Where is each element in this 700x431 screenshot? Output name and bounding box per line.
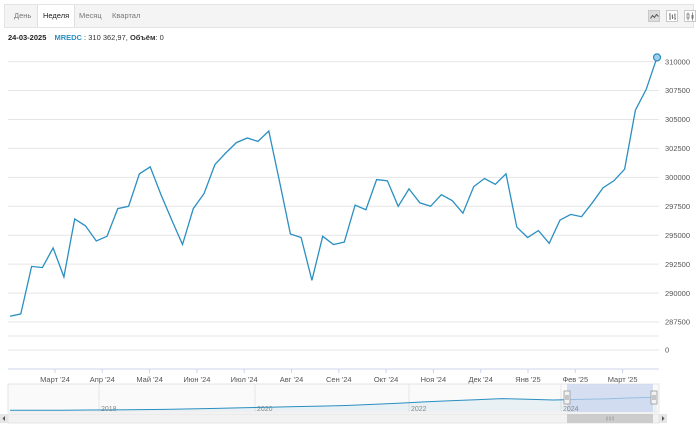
navigator-background	[7, 383, 660, 413]
x-tick-label: Июн '24	[183, 375, 210, 384]
navigator-series-line	[10, 396, 658, 411]
price-gridlines	[8, 61, 659, 323]
x-tick-label: Сен '24	[326, 375, 352, 384]
price-y-tick-label: 300000	[665, 173, 690, 182]
price-y-tick-label: 295000	[665, 231, 690, 240]
price-y-axis: 287500 290000 292500 295000 297500 300000 3025…	[665, 57, 690, 326]
x-axis-ticks: Март '24 Апр '24 Май '24 Июн '24 Июл '24 Авг …	[40, 369, 638, 384]
readout-date: 24-03-2025	[8, 33, 47, 42]
chart-toolbar: День Неделя Месяц Квартал	[4, 4, 696, 28]
price-y-tick-label: 302500	[665, 144, 690, 153]
tab-day[interactable]: День	[14, 11, 32, 20]
navigator-x-tick-label: 2020	[257, 406, 273, 413]
navigator-x-tick-label: 2022	[411, 406, 427, 413]
x-tick-label: Окт '24	[374, 375, 399, 384]
navigator-x-tick-label: 2018	[101, 406, 117, 413]
x-tick-label: Март '24	[40, 375, 70, 384]
navigator-right-handle[interactable]	[650, 390, 658, 405]
series-last-point-marker[interactable]	[652, 53, 662, 62]
price-y-tick-label: 305000	[665, 115, 690, 124]
scrollbar[interactable]	[0, 413, 667, 424]
x-tick-label: Ноя '24	[421, 375, 447, 384]
x-tick-label: Май '24	[136, 375, 163, 384]
scroll-left-arrow-icon	[2, 416, 5, 421]
price-y-tick-label: 287500	[665, 318, 690, 327]
price-y-tick-label: 290000	[665, 289, 690, 298]
navigator-x-tick-label: 2024	[563, 406, 579, 413]
readout-volume-label: Объём	[129, 33, 156, 42]
x-tick-label: Июл '24	[231, 375, 258, 384]
readout-series-name: MREDC	[54, 33, 82, 42]
x-tick-label: Янв '25	[515, 375, 540, 384]
volume-panel: 0	[8, 335, 669, 355]
volume-y-tick-label: 0	[665, 346, 669, 355]
scrollbar-track[interactable]	[7, 413, 660, 424]
tab-week[interactable]: Неделя	[37, 5, 76, 27]
navigator-series-area	[10, 397, 657, 411]
scroll-right-arrow-icon	[662, 416, 665, 421]
price-y-tick-label: 310000	[665, 57, 690, 66]
navigator-selected-range[interactable]	[567, 384, 653, 412]
navigator-left-handle[interactable]	[563, 390, 571, 405]
x-tick-label: Дек '24	[469, 375, 493, 384]
navigator: 2018 2020 2022 2024	[7, 383, 660, 413]
price-y-tick-label: 307500	[665, 86, 690, 95]
scrollbar-grip-icon	[606, 416, 614, 421]
readout-value: 310 362,97,	[88, 33, 128, 42]
data-readout: 24-03-2025 MREDC : 310 362,97, Объём: 0	[8, 33, 164, 42]
readout-volume-value: : 0	[155, 33, 164, 42]
x-tick-label: Апр '24	[90, 375, 115, 384]
bar-chart-icon[interactable]	[666, 10, 678, 22]
x-tick-label: Авг '24	[280, 375, 304, 384]
tab-quarter[interactable]: Квартал	[112, 11, 141, 20]
readout-separator: :	[81, 33, 89, 42]
candlestick-chart-icon[interactable]	[684, 10, 696, 22]
tab-month[interactable]: Месяц	[79, 11, 102, 20]
line-chart-icon[interactable]	[648, 10, 660, 22]
price-y-tick-label: 292500	[665, 260, 690, 269]
navigator-x-ticks: 2018 2020 2022 2024	[101, 406, 579, 413]
x-tick-label: Фев '25	[562, 375, 588, 384]
x-tick-label: Март '25	[608, 375, 638, 384]
series-line-mredc	[9, 57, 658, 317]
price-y-tick-label: 297500	[665, 202, 690, 211]
